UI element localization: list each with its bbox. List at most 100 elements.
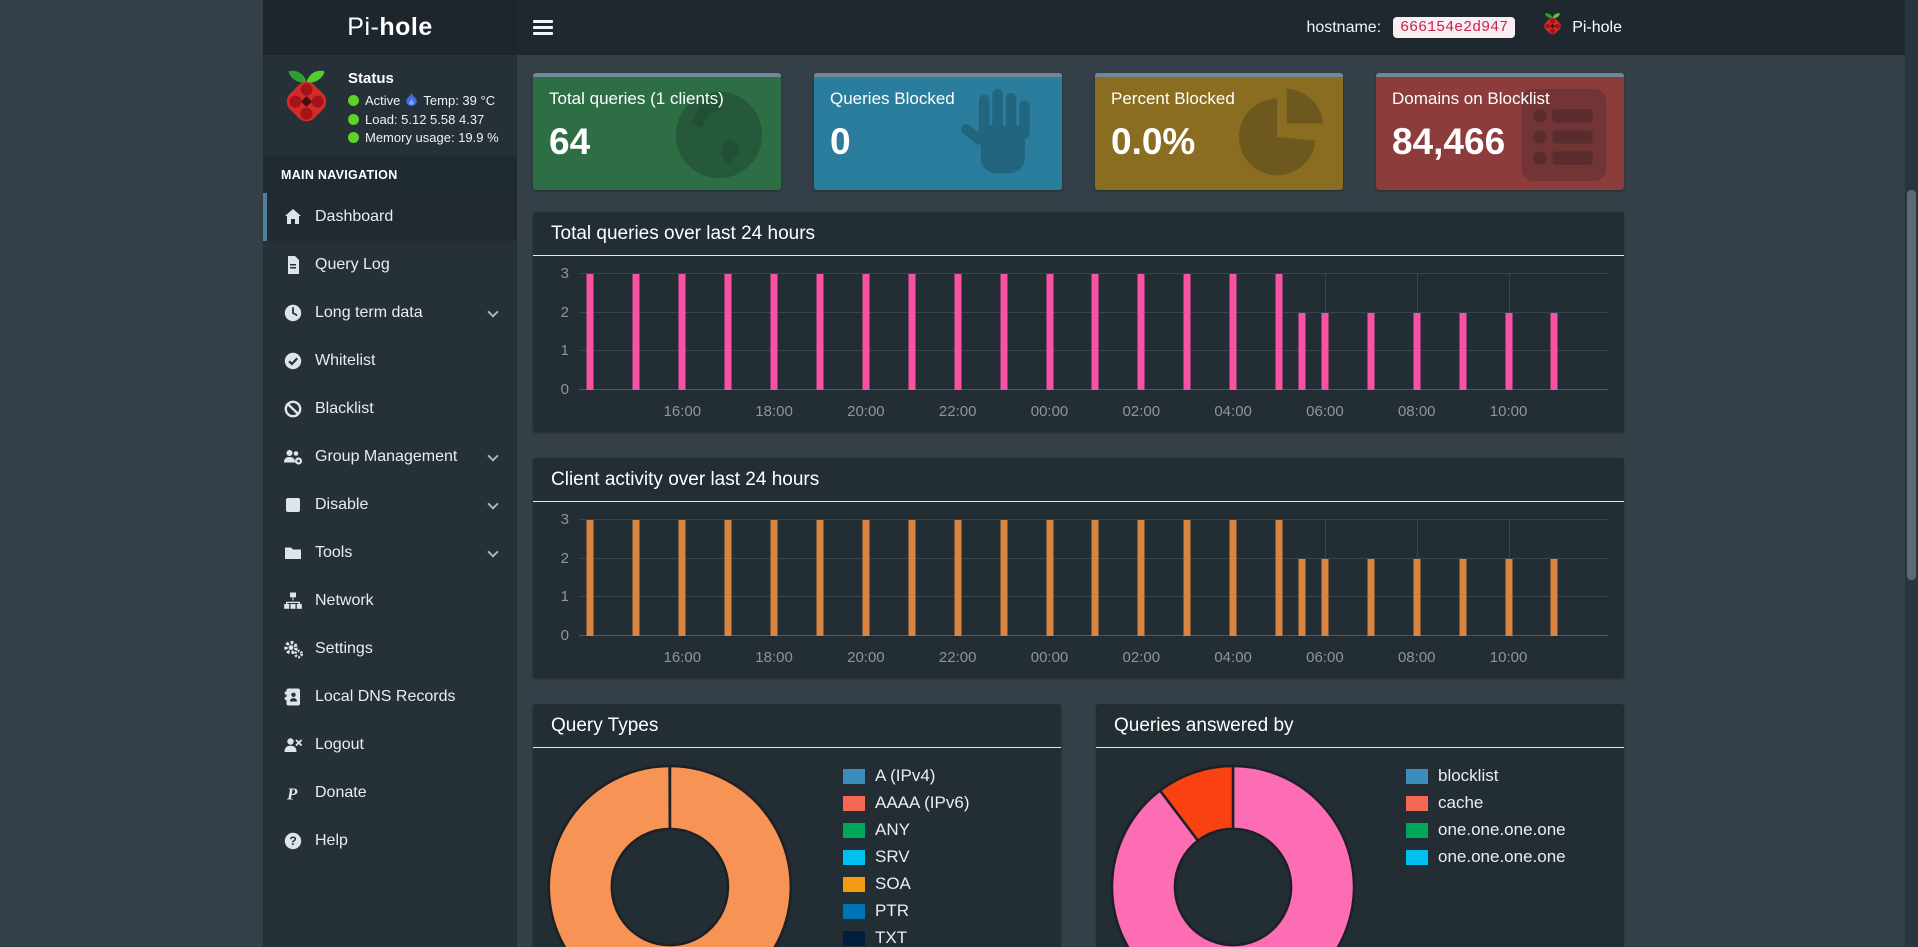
bar[interactable] xyxy=(908,274,916,390)
legend-item-cache[interactable]: cache xyxy=(1406,793,1566,813)
bar[interactable] xyxy=(1229,520,1237,636)
bar[interactable] xyxy=(1413,312,1421,390)
bar[interactable] xyxy=(862,274,870,390)
bar[interactable] xyxy=(1091,274,1099,390)
sidebar-item-whitelist[interactable]: Whitelist xyxy=(263,337,517,385)
query-types-donut-chart[interactable] xyxy=(545,762,795,947)
sidebar-item-group-management[interactable]: Group Management xyxy=(263,433,517,481)
bar[interactable] xyxy=(1550,558,1558,636)
card-value: 84,466 xyxy=(1392,121,1506,162)
sidebar-item-long-term-data[interactable]: Long term data xyxy=(263,289,517,337)
pihole-brand-link[interactable]: Pi-hole xyxy=(1541,12,1622,43)
svg-text:P: P xyxy=(286,785,298,804)
x-axis-tick-label: 06:00 xyxy=(1306,649,1344,666)
sidebar-item-tools[interactable]: Tools xyxy=(263,529,517,577)
sidebar-item-blacklist[interactable]: Blacklist xyxy=(263,385,517,433)
bar[interactable] xyxy=(1413,558,1421,636)
bar[interactable] xyxy=(1046,274,1053,390)
sidebar-item-network[interactable]: Network xyxy=(263,577,517,625)
bar[interactable] xyxy=(1321,558,1329,636)
address-book-icon xyxy=(284,688,300,706)
sidebar-item-dashboard[interactable]: Dashboard xyxy=(263,193,517,241)
legend-item-blocklist[interactable]: blocklist xyxy=(1406,766,1566,786)
hostname-label: hostname: xyxy=(1306,18,1382,36)
bar[interactable] xyxy=(1321,312,1329,390)
chevron-down-icon xyxy=(487,498,499,510)
bar[interactable] xyxy=(1298,312,1306,390)
bar[interactable] xyxy=(816,274,824,390)
bar[interactable] xyxy=(1367,312,1375,390)
bar[interactable] xyxy=(632,520,640,636)
sidebar-toggle-button[interactable] xyxy=(533,17,555,37)
bar[interactable] xyxy=(770,274,778,390)
legend-item-ptr[interactable]: PTR xyxy=(843,901,969,921)
bar[interactable] xyxy=(724,274,732,390)
bar[interactable] xyxy=(724,520,732,636)
bar[interactable] xyxy=(1091,520,1099,636)
sidebar-item-label: Query Log xyxy=(315,256,390,273)
bar[interactable] xyxy=(586,274,594,390)
sidebar-item-donate[interactable]: P Donate xyxy=(263,769,517,817)
chevron-down-icon xyxy=(487,450,499,462)
summary-cards: Total queries (1 clients) 64 Queries Block… xyxy=(533,73,1624,190)
queries-answered-by-donut-chart[interactable] xyxy=(1108,762,1358,947)
sidebar-item-settings[interactable]: Settings xyxy=(263,625,517,673)
sidebar-item-logout[interactable]: Logout xyxy=(263,721,517,769)
queries-answered-by-legend: blocklist cache one.one.one.one one.one.one… xyxy=(1406,766,1566,874)
bar[interactable] xyxy=(1000,274,1008,390)
bar[interactable] xyxy=(1459,312,1467,390)
bar[interactable] xyxy=(1298,558,1306,636)
legend-item-txt[interactable]: TXT xyxy=(843,928,969,947)
bar[interactable] xyxy=(632,274,640,390)
legend-item-soa[interactable]: SOA xyxy=(843,874,969,894)
legend-label: PTR xyxy=(875,901,909,920)
bar[interactable] xyxy=(954,520,962,636)
bar[interactable] xyxy=(1275,520,1283,636)
bar[interactable] xyxy=(1505,312,1513,390)
bar[interactable] xyxy=(586,520,594,636)
bar[interactable] xyxy=(1275,274,1283,390)
legend-item-one-one-one-one[interactable]: one.one.one.one xyxy=(1406,847,1566,867)
y-axis-tick-label: 2 xyxy=(560,549,569,567)
sidebar-item-label: Local DNS Records xyxy=(315,688,456,705)
sidebar-item-disable[interactable]: Disable xyxy=(263,481,517,529)
client-activity-bar-chart[interactable]: 0 1 2 3 16:00 18:00 20:00 22:00 00:00 02:00 04:00 0… xyxy=(561,511,1608,666)
total-queries-bar-chart[interactable]: 0 1 2 3 16:00 18:00 20:00 22:00 00:00 02:00 04:00 0… xyxy=(561,265,1608,420)
scrollbar-thumb[interactable] xyxy=(1907,190,1916,580)
legend-item-aaaa-ipv6[interactable]: AAAA (IPv6) xyxy=(843,793,969,813)
legend-item-srv[interactable]: SRV xyxy=(843,847,969,867)
bar[interactable] xyxy=(770,520,778,636)
bar[interactable] xyxy=(908,520,916,636)
card-title: Percent Blocked xyxy=(1111,89,1235,108)
bar[interactable] xyxy=(678,520,686,636)
folder-icon xyxy=(285,547,301,559)
bar[interactable] xyxy=(678,274,686,390)
bar[interactable] xyxy=(816,520,824,636)
bar[interactable] xyxy=(1137,520,1145,636)
sidebar-item-query-log[interactable]: Query Log xyxy=(263,241,517,289)
y-axis-tick-label: 3 xyxy=(560,511,569,528)
bar[interactable] xyxy=(1367,558,1375,636)
bar[interactable] xyxy=(1229,274,1237,390)
bar[interactable] xyxy=(1183,520,1191,636)
bar[interactable] xyxy=(1550,312,1558,390)
gridline xyxy=(579,519,1608,520)
bar[interactable] xyxy=(1459,558,1467,636)
bar[interactable] xyxy=(954,274,962,390)
bar[interactable] xyxy=(1505,558,1513,636)
bar[interactable] xyxy=(1046,520,1053,636)
sidebar-item-local-dns-records[interactable]: Local DNS Records xyxy=(263,673,517,721)
sidebar-item-label: Blacklist xyxy=(315,400,374,417)
sidebar-item-help[interactable]: ? Help xyxy=(263,817,517,865)
bar[interactable] xyxy=(1000,520,1008,636)
legend-swatch xyxy=(843,876,865,892)
legend-item-a-ipv4[interactable]: A (IPv4) xyxy=(843,766,969,786)
bar[interactable] xyxy=(862,520,870,636)
bar[interactable] xyxy=(1137,274,1145,390)
bar[interactable] xyxy=(1183,274,1191,390)
legend-item-any[interactable]: ANY xyxy=(843,820,969,840)
sidebar-nav: Dashboard Query Log Long term data Whitelis… xyxy=(263,193,517,865)
page-scrollbar[interactable] xyxy=(1905,0,1918,947)
x-axis-tick-label: 22:00 xyxy=(938,403,977,420)
legend-item-one-one-one-one[interactable]: one.one.one.one xyxy=(1406,820,1566,840)
